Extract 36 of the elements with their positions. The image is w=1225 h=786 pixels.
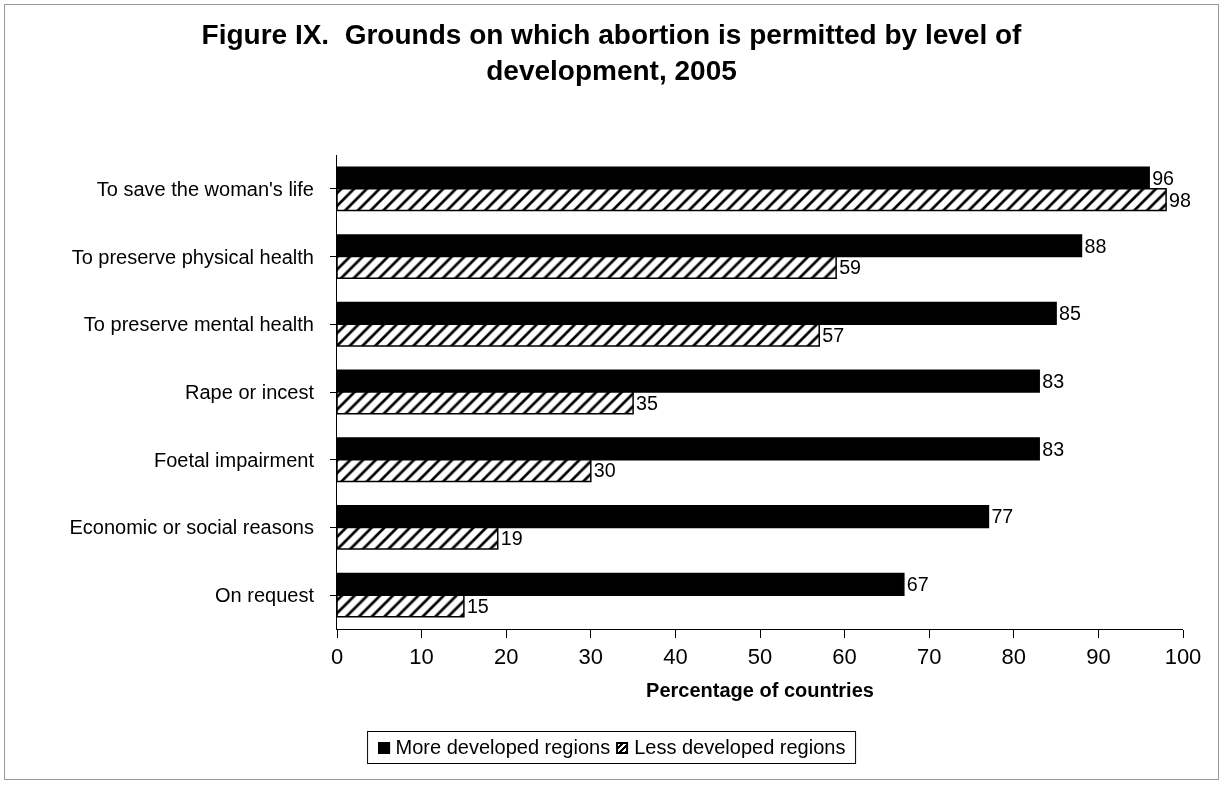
data-label: 77 <box>991 505 1014 528</box>
x-axis-title: Percentage of countries <box>646 678 874 701</box>
x-tick-label: 90 <box>1086 644 1111 670</box>
data-label: 35 <box>636 391 659 414</box>
data-label: 15 <box>466 594 489 617</box>
y-tick-label: On request <box>215 584 315 607</box>
x-tick-label: 0 <box>330 644 344 670</box>
x-tick-label: 70 <box>916 644 942 670</box>
data-label: 83 <box>1042 437 1065 460</box>
y-tick-label: Economic or social reasons <box>69 516 314 539</box>
x-tick-label: 20 <box>493 644 519 670</box>
x-tick-label: 10 <box>409 644 434 670</box>
data-label: 88 <box>1084 234 1107 257</box>
data-label: 30 <box>593 459 616 482</box>
data-label: 83 <box>1042 370 1065 393</box>
x-tick-label: 30 <box>578 644 604 670</box>
y-tick-label: To preserve mental health <box>83 313 314 336</box>
x-tick-label: 100 <box>1164 644 1202 670</box>
x-tick-label: 80 <box>1001 644 1027 670</box>
data-label: 19 <box>500 527 523 550</box>
data-label: 57 <box>822 324 845 347</box>
y-tick-label: To preserve physical health <box>71 245 314 268</box>
x-tick-label: 50 <box>747 644 773 670</box>
chart-title: Figure IX. Grounds on which abortion is permitted by level of development, 2005 <box>201 18 1023 87</box>
x-tick-label: 40 <box>663 644 688 670</box>
legend-label: Less developed regions <box>634 736 846 759</box>
y-tick-label: Rape or incest <box>185 381 315 403</box>
data-label: 67 <box>906 573 929 596</box>
legend-label: More developed regions <box>395 736 611 759</box>
data-label: 85 <box>1059 302 1082 325</box>
data-label: 98 <box>1169 188 1192 211</box>
data-label: 96 <box>1152 166 1175 189</box>
y-tick-label: To save the woman's life <box>96 177 314 200</box>
data-label: 59 <box>839 256 862 279</box>
x-tick-label: 60 <box>832 644 857 670</box>
y-tick-label: Foetal impairment <box>153 448 315 471</box>
